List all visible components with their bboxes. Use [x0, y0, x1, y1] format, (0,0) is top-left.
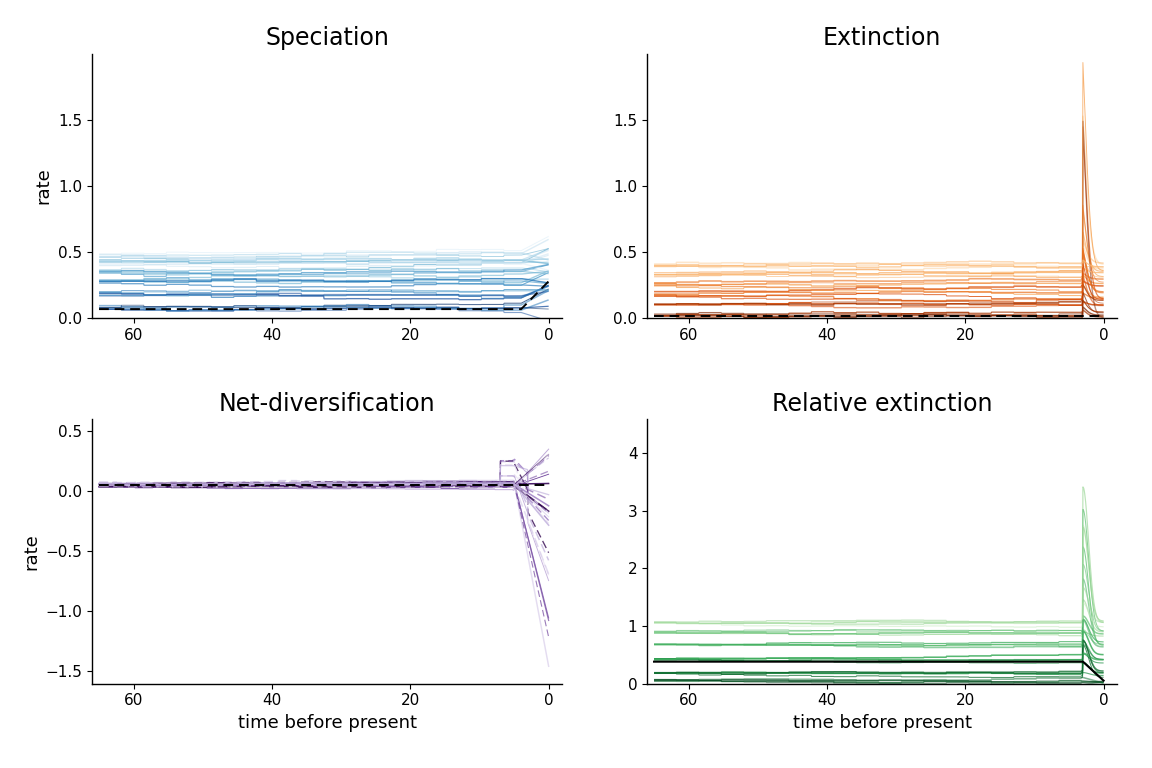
- Title: Relative extinction: Relative extinction: [772, 392, 993, 415]
- X-axis label: time before present: time before present: [793, 713, 972, 732]
- Title: Extinction: Extinction: [823, 26, 941, 51]
- Title: Net-diversification: Net-diversification: [219, 392, 435, 415]
- Y-axis label: rate: rate: [35, 167, 53, 204]
- Title: Speciation: Speciation: [265, 26, 389, 51]
- X-axis label: time before present: time before present: [237, 713, 417, 732]
- Y-axis label: rate: rate: [22, 533, 40, 570]
